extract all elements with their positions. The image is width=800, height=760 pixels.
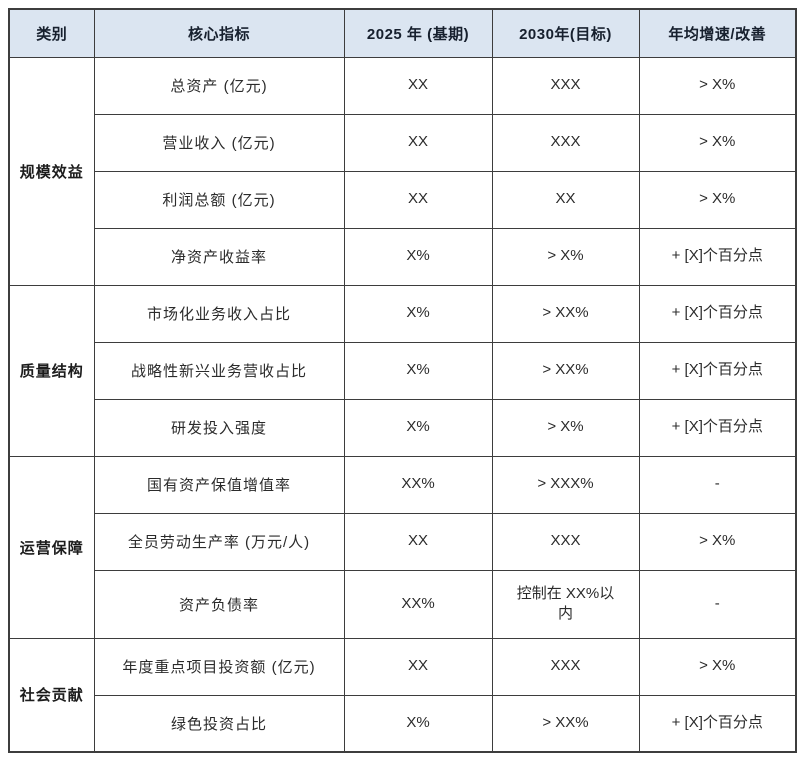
indicator-cell: 营业收入 (亿元) bbox=[93, 113, 345, 172]
target-value-cell: XXX bbox=[491, 512, 640, 571]
table-row: 绿色投资占比 X% > XX% + [X]个百分点 bbox=[9, 694, 797, 753]
growth-value-cell: > X% bbox=[638, 637, 797, 696]
table-row: 社会贡献 年度重点项目投资额 (亿元) XX XXX > X% bbox=[8, 637, 797, 753]
base-value-cell: XX bbox=[343, 512, 493, 571]
growth-value-cell: > X% bbox=[638, 170, 797, 229]
target-value-cell: > XX% bbox=[491, 284, 640, 343]
growth-value-cell: + [X]个百分点 bbox=[638, 284, 797, 343]
growth-value-cell: > X% bbox=[638, 56, 797, 115]
target-value-cell: XXX bbox=[491, 56, 640, 115]
indicator-cell: 研发投入强度 bbox=[93, 398, 345, 457]
table-row: 资产负债率 XX% 控制在 XX%以内 - bbox=[9, 569, 797, 639]
growth-value-cell: + [X]个百分点 bbox=[638, 227, 797, 286]
base-value-cell: X% bbox=[343, 284, 493, 343]
growth-value-cell: > X% bbox=[638, 512, 797, 571]
growth-value-cell: + [X]个百分点 bbox=[638, 694, 797, 753]
table-row: 战略性新兴业务营收占比 X% > XX% + [X]个百分点 bbox=[9, 341, 797, 400]
base-value-cell: XX bbox=[343, 170, 493, 229]
indicator-cell: 年度重点项目投资额 (亿元) bbox=[93, 637, 345, 696]
indicator-cell: 国有资产保值增值率 bbox=[93, 455, 345, 514]
header-cell-indicator: 核心指标 bbox=[93, 8, 345, 58]
indicator-cell: 资产负债率 bbox=[93, 569, 345, 639]
table-row: 净资产收益率 X% > X% + [X]个百分点 bbox=[9, 227, 797, 286]
indicator-cell: 净资产收益率 bbox=[93, 227, 345, 286]
base-value-cell: X% bbox=[343, 398, 493, 457]
category-cell: 规模效益 bbox=[8, 56, 95, 286]
base-value-cell: XX% bbox=[343, 455, 493, 514]
category-cell: 社会贡献 bbox=[8, 637, 95, 753]
base-value-cell: X% bbox=[343, 227, 493, 286]
growth-value-cell: + [X]个百分点 bbox=[638, 398, 797, 457]
target-value-cell: XXX bbox=[491, 637, 640, 696]
indicator-cell: 战略性新兴业务营收占比 bbox=[93, 341, 345, 400]
growth-value-cell: > X% bbox=[638, 113, 797, 172]
base-value-cell: XX% bbox=[343, 569, 493, 639]
indicator-cell: 绿色投资占比 bbox=[93, 694, 345, 753]
target-value-cell: XX bbox=[491, 170, 640, 229]
table-row: 质量结构 市场化业务收入占比 X% > XX% + [X]个百分点 bbox=[8, 284, 797, 457]
header-cell-category: 类别 bbox=[8, 8, 95, 58]
target-value-cell: > X% bbox=[491, 398, 640, 457]
growth-value-cell: + [X]个百分点 bbox=[638, 341, 797, 400]
kpi-table: 类别 核心指标 2025 年 (基期) 2030年(目标) 年均增速/改善 规模… bbox=[8, 8, 797, 753]
table-row: 运营保障 国有资产保值增值率 XX% > XXX% - bbox=[8, 455, 797, 639]
indicator-cell: 市场化业务收入占比 bbox=[93, 284, 345, 343]
table-row: 利润总额 (亿元) XX XX > X% bbox=[9, 170, 797, 229]
target-value-cell: 控制在 XX%以内 bbox=[491, 569, 640, 639]
target-value-cell: > X% bbox=[491, 227, 640, 286]
header-cell-2025-base: 2025 年 (基期) bbox=[343, 8, 493, 58]
category-cell: 质量结构 bbox=[8, 284, 95, 457]
base-value-cell: X% bbox=[343, 341, 493, 400]
indicator-cell: 利润总额 (亿元) bbox=[93, 170, 345, 229]
header-row: 类别 核心指标 2025 年 (基期) 2030年(目标) 年均增速/改善 bbox=[8, 8, 797, 58]
header-cell-growth: 年均增速/改善 bbox=[638, 8, 797, 58]
base-value-cell: XX bbox=[343, 56, 493, 115]
target-value-cell: XXX bbox=[491, 113, 640, 172]
target-value-cell: > XX% bbox=[491, 694, 640, 753]
base-value-cell: XX bbox=[343, 637, 493, 696]
category-cell: 运营保障 bbox=[8, 455, 95, 639]
table-row: 营业收入 (亿元) XX XXX > X% bbox=[9, 113, 797, 172]
base-value-cell: XX bbox=[343, 113, 493, 172]
target-value-cell: > XXX% bbox=[491, 455, 640, 514]
target-value-cell: > XX% bbox=[491, 341, 640, 400]
table-row: 研发投入强度 X% > X% + [X]个百分点 bbox=[9, 398, 797, 457]
indicator-cell: 总资产 (亿元) bbox=[93, 56, 345, 115]
growth-value-cell: - bbox=[638, 455, 797, 514]
base-value-cell: X% bbox=[343, 694, 493, 753]
table-row: 规模效益 总资产 (亿元) XX XXX > X% bbox=[8, 56, 797, 286]
table-row: 全员劳动生产率 (万元/人) XX XXX > X% bbox=[9, 512, 797, 571]
growth-value-cell: - bbox=[638, 569, 797, 639]
indicator-cell: 全员劳动生产率 (万元/人) bbox=[93, 512, 345, 571]
header-cell-2030-target: 2030年(目标) bbox=[491, 8, 640, 58]
